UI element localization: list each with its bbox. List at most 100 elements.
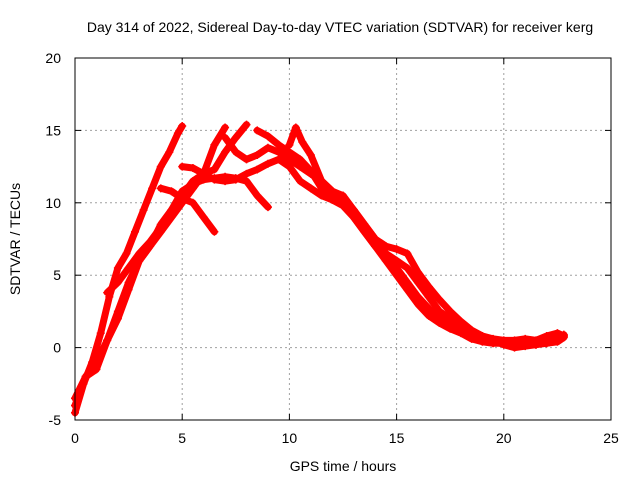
data-point bbox=[499, 336, 508, 345]
data-point bbox=[263, 203, 272, 212]
data-point bbox=[521, 334, 530, 343]
data-point bbox=[92, 365, 101, 374]
data-point bbox=[263, 159, 272, 168]
data-point bbox=[328, 187, 337, 196]
data-point bbox=[285, 140, 294, 149]
y-tick-label: 20 bbox=[45, 50, 61, 66]
data-point bbox=[371, 235, 380, 243]
data-point bbox=[424, 282, 433, 291]
data-point bbox=[553, 329, 562, 338]
y-tick-label: 10 bbox=[45, 195, 61, 211]
plot-frame bbox=[74, 57, 612, 421]
data-point bbox=[178, 122, 187, 131]
data-point bbox=[296, 177, 305, 186]
data-point bbox=[328, 194, 337, 203]
data-point bbox=[414, 278, 423, 287]
data-point bbox=[167, 187, 176, 196]
data-point bbox=[124, 278, 133, 287]
data-point bbox=[478, 332, 487, 341]
data-point bbox=[156, 184, 165, 193]
y-tick-label: -5 bbox=[49, 412, 62, 428]
data-point bbox=[317, 177, 326, 186]
data-point bbox=[122, 249, 131, 258]
data-point bbox=[446, 307, 455, 316]
data-point bbox=[424, 292, 433, 301]
data-series-arc-6 bbox=[178, 155, 568, 347]
data-point bbox=[542, 332, 551, 341]
x-tick-label: 15 bbox=[389, 430, 405, 446]
data-point bbox=[542, 339, 551, 348]
data-point bbox=[253, 151, 262, 160]
data-point bbox=[178, 187, 187, 196]
data-point bbox=[253, 165, 262, 174]
data-point bbox=[424, 304, 433, 313]
data-point bbox=[414, 268, 423, 277]
data-point bbox=[103, 288, 112, 297]
data-point bbox=[349, 206, 358, 215]
data-point bbox=[113, 307, 122, 316]
data-point bbox=[139, 206, 148, 215]
data-point bbox=[559, 332, 568, 341]
data-point bbox=[210, 175, 219, 184]
data-point bbox=[178, 194, 187, 203]
data-point bbox=[103, 336, 112, 345]
data-point bbox=[296, 155, 305, 164]
data-point bbox=[274, 148, 283, 157]
data-point bbox=[531, 336, 540, 345]
data-point bbox=[306, 151, 315, 160]
data-point bbox=[146, 237, 155, 246]
data-point bbox=[221, 123, 230, 132]
data-point bbox=[371, 242, 380, 251]
data-point bbox=[381, 253, 390, 262]
data-point bbox=[165, 148, 174, 157]
data-point bbox=[253, 191, 262, 200]
data-point bbox=[381, 242, 390, 251]
data-point bbox=[156, 162, 165, 171]
data-point bbox=[135, 249, 144, 258]
data-point bbox=[221, 133, 230, 142]
data-point bbox=[221, 177, 230, 186]
data-point bbox=[306, 166, 315, 175]
x-tick-label: 10 bbox=[282, 430, 298, 446]
data-series-arc-8 bbox=[253, 126, 568, 349]
data-point bbox=[221, 148, 230, 157]
data-point bbox=[285, 155, 294, 164]
data-point bbox=[242, 169, 251, 178]
data-point bbox=[298, 137, 307, 146]
data-point bbox=[403, 249, 412, 258]
data-point bbox=[489, 334, 498, 343]
plot-area bbox=[71, 120, 568, 417]
data-point bbox=[167, 206, 176, 215]
data-point bbox=[231, 175, 240, 184]
x-tick-label: 20 bbox=[496, 430, 512, 446]
y-axis-label: SDTVAR / TECUs bbox=[7, 183, 23, 295]
data-point bbox=[339, 194, 347, 203]
data-point bbox=[242, 120, 251, 129]
x-axis-label: GPS time / hours bbox=[290, 458, 397, 474]
x-tick-label: 25 bbox=[603, 430, 619, 446]
data-point bbox=[173, 129, 182, 138]
data-point bbox=[210, 140, 219, 149]
data-point bbox=[199, 213, 208, 222]
data-point bbox=[306, 184, 315, 193]
data-point bbox=[178, 162, 187, 171]
data-point bbox=[435, 295, 444, 304]
data-point bbox=[392, 263, 401, 272]
data-point bbox=[124, 263, 133, 272]
data-point bbox=[231, 148, 240, 157]
data-point bbox=[242, 177, 251, 186]
data-point bbox=[113, 263, 122, 272]
data-point bbox=[156, 223, 165, 232]
data-point bbox=[274, 155, 283, 164]
data-point bbox=[199, 169, 208, 178]
data-point bbox=[403, 263, 412, 272]
data-point bbox=[435, 314, 444, 323]
data-point bbox=[553, 336, 562, 345]
data-series-arc-1 bbox=[71, 122, 186, 417]
y-tick-label: 5 bbox=[53, 267, 61, 283]
data-point bbox=[96, 329, 105, 338]
data-point bbox=[263, 132, 272, 141]
data-point bbox=[291, 123, 300, 132]
data-series-arc-7 bbox=[221, 134, 568, 352]
